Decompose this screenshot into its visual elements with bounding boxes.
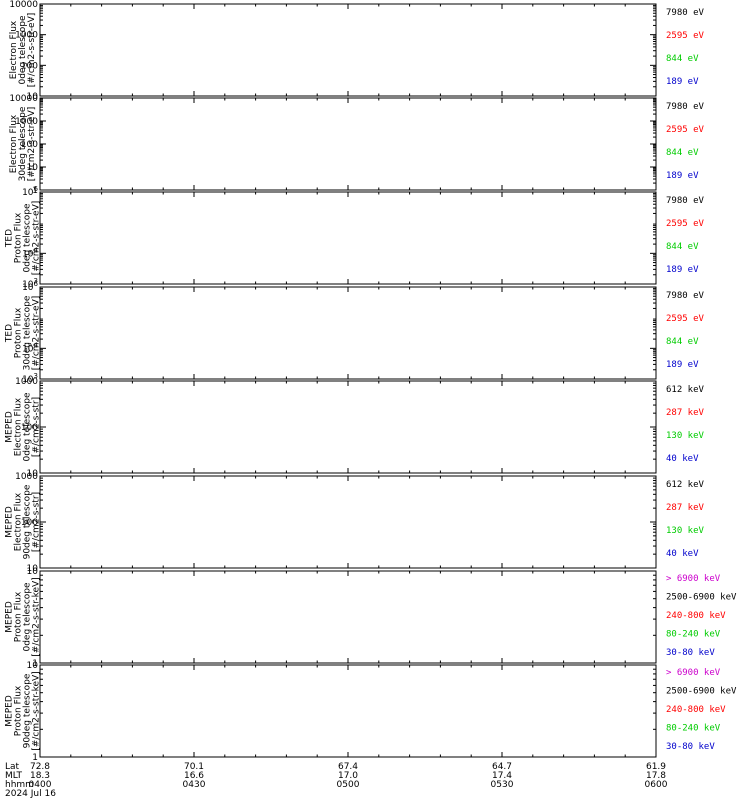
panel-5-legend-entry: 287 keV	[666, 408, 705, 418]
panel-6-ylabel: MEPEDElectron Flux90deg telescope[#/cm2-…	[5, 484, 42, 559]
xaxis-mlt-label: 17.4	[492, 771, 512, 781]
panel-5-frame	[39, 380, 657, 474]
date-label: 2024 Jul 16	[5, 789, 56, 799]
xaxis-lat-label: 64.7	[492, 762, 512, 772]
panel-7-legend-entry: 30-80 keV	[666, 648, 715, 658]
panel-2-legend-entry: 844 eV	[666, 148, 699, 158]
panel-3-frame	[39, 191, 657, 285]
panel-1-ylabel: Electron Flux0deg telescope[#/cm2-s-str-…	[9, 13, 37, 88]
panel-2-ytick-label: 100	[21, 140, 38, 150]
panel-8-legend-entry: 2500-6900 keV	[666, 687, 737, 697]
xaxis-lat-label: 70.1	[184, 762, 204, 772]
panel-8-frame	[39, 664, 657, 758]
panel-1-ytick-label: 1000	[15, 31, 38, 41]
panel-2-legend-entry: 189 eV	[666, 171, 699, 181]
panel-3-legend-entry: 189 eV	[666, 265, 699, 275]
panel-3-legend-entry: 844 eV	[666, 242, 699, 252]
panel-6-legend-entry: 130 keV	[666, 526, 705, 536]
panel-6-legend-entry: 612 keV	[666, 480, 705, 490]
panel-8-legend-entry: > 6900 keV	[666, 668, 721, 678]
xaxis-hhmm-label: 0430	[183, 780, 206, 790]
panel-2-ylabel: Electron Flux30deg telescope[#/cm2-s-str…	[9, 106, 37, 181]
panel-4-ytick-label: 104	[22, 341, 38, 354]
panel-4-legend-entry: 2595 eV	[666, 314, 705, 324]
xaxis-row-label: Lat	[5, 762, 20, 772]
panel-4-legend-entry: 844 eV	[666, 337, 699, 347]
xaxis-mlt-label: 16.6	[184, 771, 204, 781]
panel-7-legend-entry: 2500-6900 keV	[666, 593, 737, 603]
panel-8-legend-entry: 80-240 keV	[666, 724, 721, 734]
panel-6-ytick-label: 10	[27, 564, 39, 574]
xaxis-hhmm-label: 0530	[491, 780, 514, 790]
xaxis-lat-label: 67.4	[338, 762, 358, 772]
panel-5-legend-entry: 612 keV	[666, 385, 705, 395]
xaxis-hhmm-label: 0500	[337, 780, 360, 790]
panel-5-ytick-label: 10	[27, 469, 39, 479]
panel-7-ytick-label: 10	[27, 567, 39, 577]
panel-1-ytick-label: 10	[27, 92, 39, 102]
panel-4-frame	[39, 286, 657, 380]
panel-8-ylabel: MEPEDProton Flux90deg telescope[#/cm2-s-…	[5, 671, 42, 750]
panel-3-ylabel: TEDProton Flux0deg telescope[#/cm2-s-str…	[5, 201, 42, 276]
xaxis-hhmm-label: 0400	[29, 780, 52, 790]
panel-2-legend-entry: 7980 eV	[666, 102, 705, 112]
panel-1-legend-entry: 7980 eV	[666, 8, 705, 18]
panel-7-frame	[39, 570, 657, 664]
panel-7-ylabel: MEPEDProton Flux0deg telescope[#/cm2-s-s…	[5, 577, 42, 656]
panel-5-ytick-label: 1000	[15, 377, 38, 387]
panel-1-legend-entry: 844 eV	[666, 54, 699, 64]
panel-1-legend-entry: 189 eV	[666, 77, 699, 87]
xaxis-lat-label: 61.9	[646, 762, 666, 772]
panel-6-legend-entry: 40 keV	[666, 549, 699, 559]
xaxis-hhmm-label: 0600	[645, 780, 668, 790]
panel-1-frame	[39, 3, 657, 97]
panel-8-legend-entry: 240-800 keV	[666, 705, 726, 715]
panel-3-legend-entry: 2595 eV	[666, 219, 705, 229]
panel-6-ytick-label: 100	[21, 518, 38, 528]
xaxis-lat-label: 72.8	[30, 762, 50, 772]
panel-8-ytick-label: 10	[27, 661, 39, 671]
xaxis-mlt-label: 18.3	[30, 771, 50, 781]
panel-6-frame	[39, 475, 657, 569]
panel-2-ytick-label: 10000	[9, 94, 38, 104]
xaxis-mlt-label: 17.8	[646, 771, 666, 781]
panel-4-legend-entry: 7980 eV	[666, 291, 705, 301]
xaxis-row-label: MLT	[5, 771, 23, 781]
panel-7-legend-entry: 240-800 keV	[666, 611, 726, 621]
panel-3-ytick-label: 106	[22, 185, 38, 198]
panel-5-ytick-label: 100	[21, 423, 38, 433]
panel-5-ylabel: MEPEDElectron Flux0deg telescope[#/cm2-s…	[5, 392, 42, 462]
panel-7-legend-entry: 80-240 keV	[666, 630, 721, 640]
panel-3-ytick-label: 104	[22, 246, 38, 259]
panel-2-ytick-label: 10	[27, 163, 39, 173]
panel-6-ytick-label: 1000	[15, 472, 38, 482]
panel-4-ylabel: TEDProton Flux30deg telescope[#/cm2-s-st…	[5, 295, 42, 370]
panel-2-ytick-label: 1000	[15, 117, 38, 127]
panel-5-legend-entry: 130 keV	[666, 431, 705, 441]
panel-7-ytick-label: 1	[32, 659, 38, 669]
xaxis-mlt-label: 17.0	[338, 771, 358, 781]
panel-4-ytick-label: 103	[22, 372, 38, 385]
panel-1-ytick-label: 100	[21, 61, 38, 71]
panel-1-legend-entry: 2595 eV	[666, 31, 705, 41]
panel-8-ytick-label: 1	[32, 753, 38, 763]
panel-1-ytick-label: 10000	[9, 0, 38, 10]
panel-6-legend-entry: 287 keV	[666, 503, 705, 513]
panel-3-legend-entry: 7980 eV	[666, 196, 705, 206]
panel-8-legend-entry: 30-80 keV	[666, 742, 715, 752]
panel-4-legend-entry: 189 eV	[666, 360, 699, 370]
panel-4-ytick-label: 106	[22, 280, 38, 293]
panel-2-ytick-label: 1	[32, 186, 38, 196]
xaxis-row-label: hhmm	[5, 780, 34, 790]
panel-7-legend-entry: > 6900 keV	[666, 574, 721, 584]
panel-2-legend-entry: 2595 eV	[666, 125, 705, 135]
panel-2-frame	[39, 97, 657, 191]
panel-3-ytick-label: 103	[22, 277, 38, 290]
panel-5-legend-entry: 40 keV	[666, 454, 699, 464]
